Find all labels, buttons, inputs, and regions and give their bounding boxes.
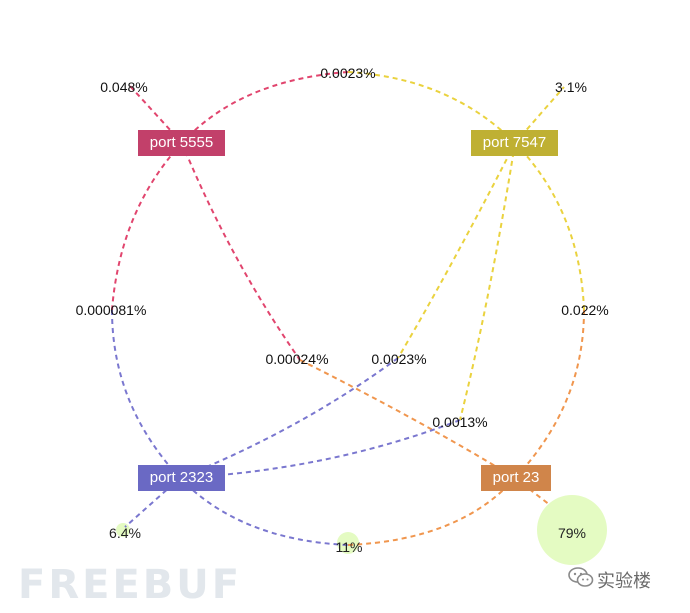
node-port-23-label: port 23 xyxy=(492,469,540,486)
edge-label-2323-7547: 0.0013% xyxy=(432,414,488,430)
edge-arc-7547-23-orange xyxy=(514,309,585,479)
edge-arc-2323-23-orange xyxy=(347,477,516,546)
node-port-5555[interactable]: port 5555 xyxy=(138,130,225,156)
node-port-23[interactable]: port 23 xyxy=(481,465,551,491)
bubble-between xyxy=(337,532,359,554)
edge-label-7547-23: 0.022% xyxy=(561,302,609,318)
edge-label-7547-self: 3.1% xyxy=(555,79,587,95)
edge-arc-7547-23-yellow xyxy=(514,142,585,311)
bubble-port23 xyxy=(537,495,607,565)
bubble-label-between: 11% xyxy=(335,539,363,555)
wechat-icon xyxy=(568,567,594,587)
node-port-2323[interactable]: port 2323 xyxy=(138,465,225,491)
bubble-label-port23: 79% xyxy=(557,525,587,541)
edge-arc-5555-2323-blue xyxy=(111,309,181,479)
edge-label-5555-23: 0.00024% xyxy=(265,351,329,367)
edge-arc-5555-2323-red xyxy=(111,142,183,311)
edge-label-5555-2323: 0.000081% xyxy=(75,302,147,318)
edge-diag-7547-2323-blue xyxy=(179,357,399,479)
node-port-5555-label: port 5555 xyxy=(149,134,214,151)
edge-arc-2323-23-blue xyxy=(179,477,349,546)
edge-label-5555-self: 0.048% xyxy=(100,79,148,95)
edge-diag-7547-2323-yellow xyxy=(397,142,516,359)
node-port-7547[interactable]: port 7547 xyxy=(471,130,558,156)
edge-diag2-7547-2323-yellow xyxy=(459,142,516,421)
edge-arc-5555-7547-yellow xyxy=(347,71,516,144)
edge-arc-5555-7547-red xyxy=(181,71,349,144)
edge-diag-5555-23-orange xyxy=(299,359,516,479)
bubble-label-port2323: 6.4% xyxy=(109,525,141,541)
edge-label-7547-2323: 0.0023% xyxy=(371,351,427,367)
node-port-2323-label: port 2323 xyxy=(149,469,214,486)
edge-self-23 xyxy=(514,477,551,506)
watermark-shiyanlou: 实验楼 xyxy=(597,571,651,592)
edge-label-5555-7547: 0.0023% xyxy=(320,65,376,81)
watermark-freebuf: FREEBUF xyxy=(18,562,243,608)
edge-diag-5555-23-red xyxy=(181,142,301,361)
node-port-7547-label: port 7547 xyxy=(482,134,547,151)
